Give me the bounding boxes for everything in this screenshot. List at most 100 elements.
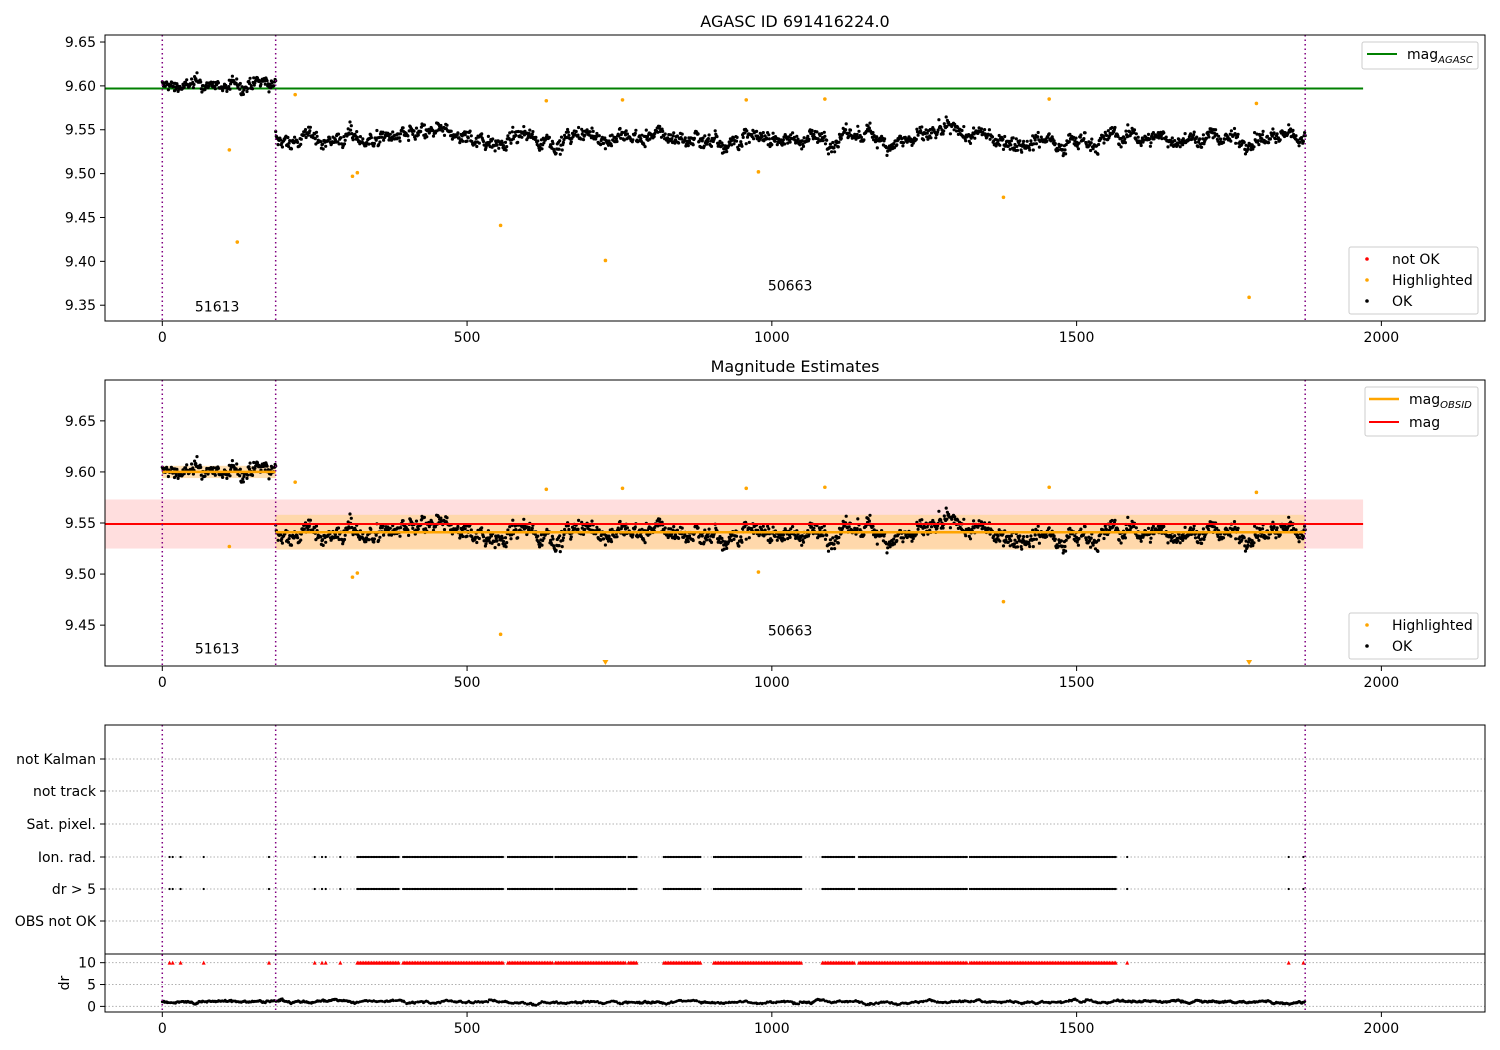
- dr-flag: [964, 887, 967, 891]
- ion-rad-flag: [508, 855, 511, 859]
- panel-1-xtick-label: 1500: [1059, 330, 1095, 346]
- ok-point: [691, 143, 695, 147]
- ok-point: [504, 148, 508, 152]
- ok-point: [174, 87, 178, 91]
- ok-point: [844, 514, 848, 518]
- ok-point: [580, 132, 584, 136]
- dr-flag: [771, 887, 774, 891]
- dr-flag: [395, 887, 399, 891]
- ion-rad-flag: [870, 855, 873, 859]
- ok-point: [945, 517, 949, 521]
- highlighted-point: [355, 170, 360, 175]
- ok-point: [497, 146, 501, 150]
- ion-rad-flag: [436, 855, 439, 859]
- dr-flag: [867, 887, 870, 891]
- ok-point: [779, 533, 783, 537]
- ok-point: [1032, 142, 1036, 146]
- ok-point: [328, 137, 332, 141]
- ok-point: [185, 463, 189, 467]
- ok-point: [336, 526, 341, 530]
- highlighted-point: [756, 170, 761, 174]
- ok-point: [713, 129, 717, 133]
- ok-point: [781, 138, 786, 142]
- dr-flag: [1002, 887, 1005, 891]
- ok-point: [228, 474, 232, 478]
- ok-point: [939, 125, 943, 129]
- ion-rad-flag: [536, 855, 540, 859]
- ion-rad-flag: [697, 855, 700, 859]
- dr-flag: [632, 887, 635, 891]
- dr-flag: [624, 887, 627, 891]
- ok-point: [293, 135, 297, 139]
- ion-rad-flag: [795, 855, 798, 859]
- ok-point: [171, 84, 175, 88]
- dr-flag: [562, 887, 565, 891]
- dr-flag: [937, 887, 940, 891]
- dr-flag: [774, 887, 777, 891]
- dr-flag: [555, 887, 559, 891]
- ok-point: [1298, 140, 1302, 144]
- ion-rad-flag: [383, 855, 386, 859]
- ok-point: [1142, 138, 1146, 142]
- ok-point: [691, 538, 695, 543]
- ok-point: [350, 525, 354, 530]
- ion-rad-flag: [364, 855, 367, 859]
- dr-flag: [608, 887, 611, 891]
- ok-point: [509, 537, 513, 541]
- ok-point: [270, 466, 274, 470]
- ok-point: [977, 126, 981, 130]
- dr-flag: [546, 887, 549, 891]
- ok-point: [935, 526, 939, 530]
- dr-flag: [435, 887, 438, 891]
- ok-point: [500, 141, 504, 145]
- ok-point: [509, 141, 513, 145]
- dr-flag: [521, 887, 524, 891]
- ok-point: [272, 84, 276, 88]
- ion-rad-flag: [408, 855, 411, 859]
- ok-point: [407, 138, 411, 142]
- panel-2-ytick-label: 9.65: [65, 414, 96, 430]
- ok-point: [436, 122, 440, 126]
- ion-rad-flag: [899, 855, 902, 859]
- ok-point: [1037, 145, 1041, 149]
- ok-point: [972, 519, 976, 523]
- ok-point: [461, 534, 465, 539]
- dr-flag: [408, 887, 411, 891]
- ok-point: [445, 516, 449, 520]
- ok-point: [1289, 127, 1293, 131]
- ok-point: [603, 136, 607, 140]
- ion-rad-flag: [356, 855, 359, 859]
- ok-point: [1243, 544, 1247, 548]
- ok-point: [536, 534, 540, 538]
- ok-point: [1025, 534, 1029, 539]
- ion-rad-flag: [548, 855, 551, 859]
- dr-flag: [727, 887, 730, 891]
- ok-point: [321, 142, 325, 146]
- ion-rad-flag: [394, 855, 397, 859]
- ok-point: [707, 133, 711, 137]
- ion-rad-flag: [699, 855, 702, 859]
- panel-1-ytick-label: 9.35: [65, 298, 96, 314]
- ok-point: [347, 526, 351, 530]
- ok-point: [1004, 538, 1008, 542]
- ok-point: [1068, 132, 1072, 136]
- ion-rad-flag: [774, 855, 777, 859]
- ok-point: [1176, 143, 1180, 147]
- panel-2-ytick-label: 9.55: [65, 516, 96, 532]
- dr-flag: [911, 887, 915, 891]
- ok-point: [996, 534, 1000, 538]
- ion-rad-flag: [922, 855, 926, 859]
- ok-point: [457, 136, 461, 140]
- ok-point: [1272, 525, 1276, 529]
- ion-rad-flag: [754, 855, 757, 859]
- ok-point: [1117, 143, 1121, 147]
- dr-flag: [760, 887, 763, 891]
- ok-point: [825, 533, 829, 537]
- dr-flag: [907, 887, 910, 891]
- dr-cap-marker: [799, 960, 804, 965]
- ok-point: [280, 145, 284, 149]
- ok-point: [761, 131, 765, 135]
- ok-point: [480, 526, 484, 530]
- ion-rad-flag: [714, 855, 717, 859]
